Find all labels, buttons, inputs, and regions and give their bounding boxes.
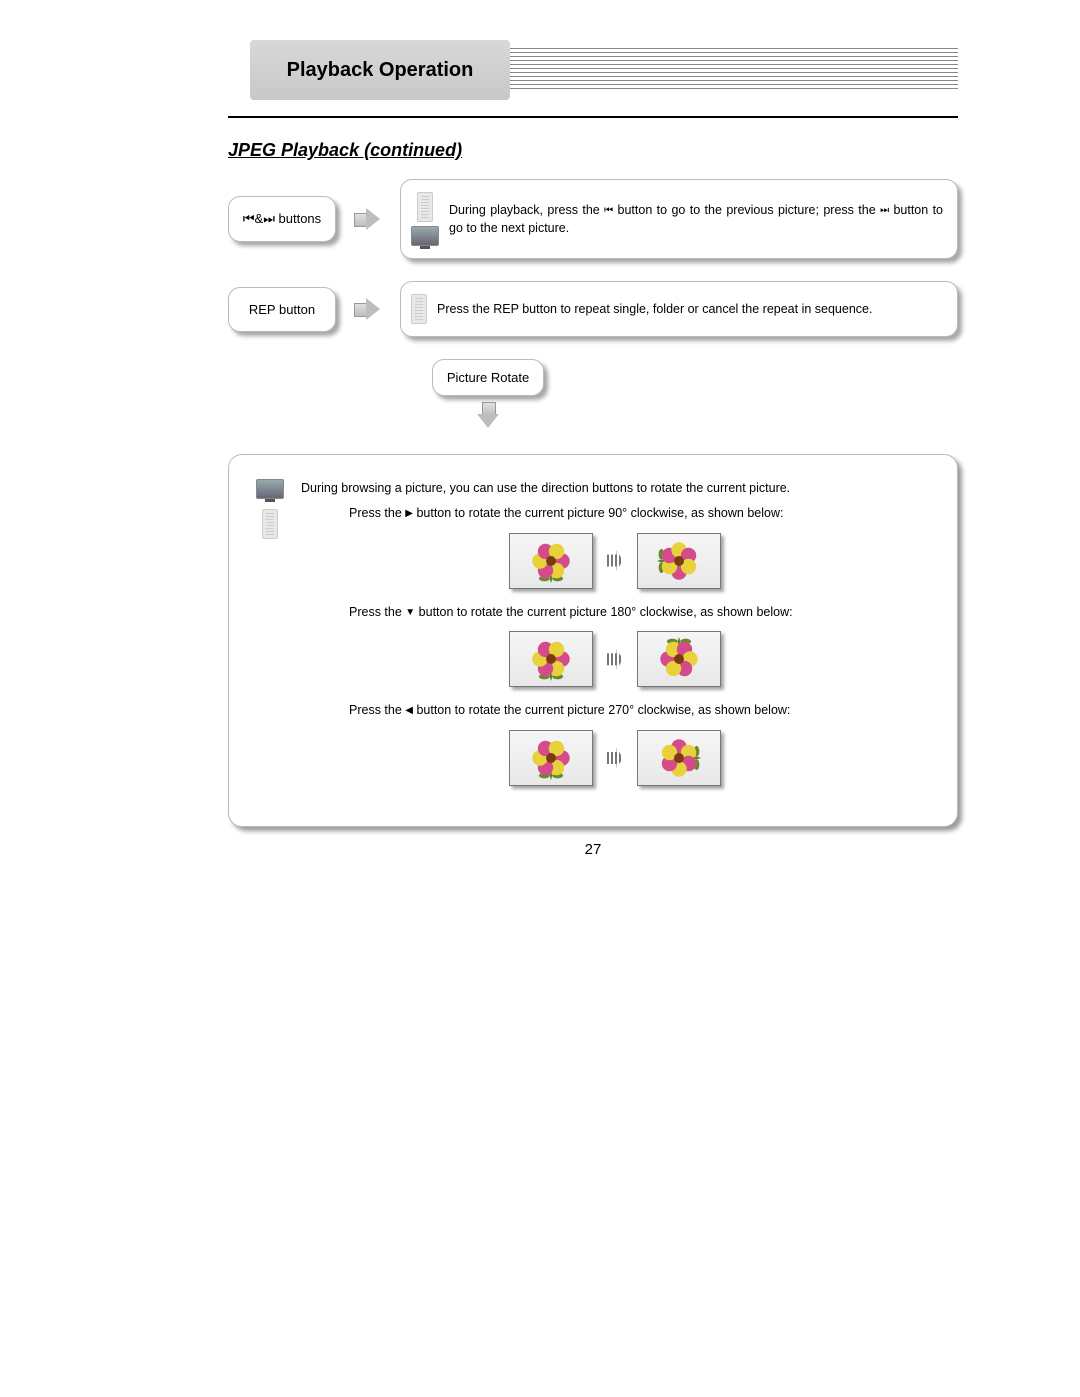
description-box: During playback, press the ⏮ button to g…: [400, 179, 958, 259]
rotate-example: [301, 533, 929, 589]
transform-arrow-icon: [607, 649, 623, 669]
rotate-step-text: Press the ▼ button to rotate the current…: [349, 603, 929, 622]
arrow-right-icon: [354, 208, 382, 230]
prev-track-icon: ⏮: [604, 204, 613, 219]
transform-arrow-icon: [607, 551, 623, 571]
picture-after: [637, 631, 721, 687]
rotate-intro-row: During browsing a picture, you can use t…: [253, 479, 929, 800]
remote-icon: [417, 192, 433, 222]
tv-icon: [411, 226, 439, 246]
rotate-panel: During browsing a picture, you can use t…: [228, 454, 958, 827]
rotate-steps: Press the ▶ button to rotate the current…: [301, 504, 929, 786]
prev-track-icon: ⏮: [243, 211, 255, 226]
instruction-row: ⏮&⏭ buttons During playback, press the ⏮…: [228, 179, 958, 259]
tv-icon: [256, 479, 284, 499]
header-tab: Playback Operation: [250, 40, 510, 100]
label-text: &: [255, 211, 264, 226]
button-label-pill: ⏮&⏭ buttons: [228, 196, 336, 242]
picture-after: [637, 730, 721, 786]
rotate-example: [301, 730, 929, 786]
picture-before: [509, 730, 593, 786]
rotate-step-text: Press the ◀ button to rotate the current…: [349, 701, 929, 720]
section-title: JPEG Playback (continued): [228, 140, 958, 161]
rotate-heading: Picture Rotate: [418, 359, 558, 444]
label-text: buttons: [275, 211, 321, 226]
arrow-down-icon: [477, 402, 499, 430]
instruction-row: REP button Press the REP button to repea…: [228, 281, 958, 337]
picture-before: [509, 631, 593, 687]
next-track-icon: ⏭: [263, 211, 275, 226]
text: During playback, press the: [449, 203, 604, 217]
page-header: Playback Operation: [228, 40, 958, 110]
transform-arrow-icon: [607, 748, 623, 768]
rotate-step-text: Press the ▶ button to rotate the current…: [349, 504, 929, 523]
description-box: Press the REP button to repeat single, f…: [400, 281, 958, 337]
arrow-right-icon: [354, 298, 382, 320]
text: button to go to the previous picture; pr…: [613, 203, 880, 217]
header-lines-decoration: [508, 48, 958, 92]
remote-icon: [411, 294, 427, 324]
remote-icon: [262, 509, 278, 539]
next-track-icon: ⏭: [880, 204, 889, 219]
rotate-intro-text: During browsing a picture, you can use t…: [301, 479, 929, 498]
description-text: Press the REP button to repeat single, f…: [437, 300, 872, 318]
picture-after: [637, 533, 721, 589]
header-rule: [228, 116, 958, 118]
picture-before: [509, 533, 593, 589]
context-icons: [253, 479, 287, 539]
context-icons: [411, 192, 439, 246]
context-icons: [411, 294, 427, 324]
button-label-pill: REP button: [228, 287, 336, 332]
description-text: During playback, press the ⏮ button to g…: [449, 201, 943, 237]
page-number: 27: [228, 841, 958, 858]
rotate-pill: Picture Rotate: [432, 359, 544, 396]
manual-page: Playback Operation JPEG Playback (contin…: [228, 40, 958, 858]
rotate-example: [301, 631, 929, 687]
